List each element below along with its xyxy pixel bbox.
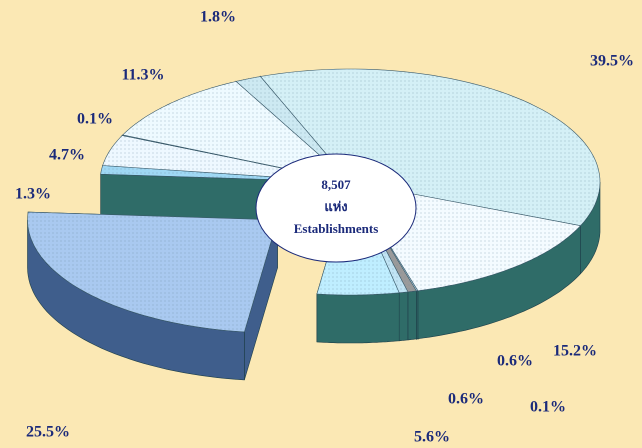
slice-side [398, 291, 409, 342]
slice-texture [27, 212, 278, 332]
data-label: 0.1% [530, 399, 566, 416]
center-count: 8,507 [321, 177, 351, 192]
labels: 39.5% 15.2% 0.1% 0.6% 0.6% 5.6% 25.5% 1.3% 4.7% 0… [15, 9, 634, 446]
center-ellipse [255, 153, 417, 263]
slice-side [407, 290, 417, 341]
slice-texture [260, 69, 600, 226]
data-label: 25.5% [26, 424, 70, 441]
data-label: 1.3% [15, 186, 51, 203]
data-label: 0.6% [448, 391, 484, 408]
data-label: 1.8% [200, 9, 236, 26]
data-label: 5.6% [414, 429, 450, 446]
slice-texture [122, 81, 350, 182]
center-caption: Establishments [294, 221, 379, 236]
data-label: 4.7% [49, 147, 85, 164]
data-label: 39.5% [590, 53, 634, 70]
data-label: 0.1% [77, 111, 113, 128]
data-label: 11.3% [121, 67, 164, 84]
center-unit: แห่ง [324, 199, 347, 214]
data-label: 15.2% [553, 343, 597, 360]
data-label: 0.6% [497, 353, 533, 370]
slice-side [316, 292, 400, 344]
